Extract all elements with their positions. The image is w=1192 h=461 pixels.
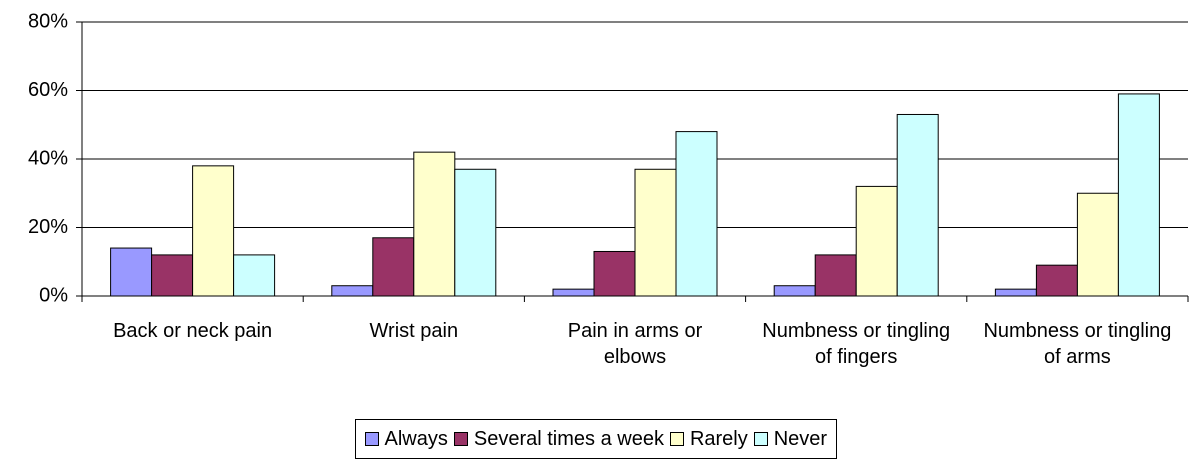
bar [454,168,497,297]
legend-item: Always [364,427,448,451]
y-tick-label: 80% [28,10,68,32]
bar [593,250,636,297]
legend: Always Several times a week Rarely Never [354,419,838,459]
x-tick-label: Numbness or tingling of fingers [762,320,951,368]
bar [896,113,939,297]
x-tick-label: Pain in arms or elbows [567,320,703,368]
bar [372,237,415,297]
legend-item: Never [753,427,828,451]
bar [413,151,456,297]
bar [814,254,857,297]
y-tick-label: 60% [28,79,68,101]
bar [233,254,276,297]
x-tick-label: Numbness or tingling of arms [983,320,1172,368]
legend-label: Never [773,427,828,450]
bar [634,168,677,297]
legend-swatch [453,432,468,446]
legend-label: Rarely [689,427,748,450]
y-tick-label: 20% [28,216,68,238]
bar [192,165,235,297]
bar [773,285,816,297]
y-tick-label: 0% [39,284,68,306]
y-tick-label: 40% [28,147,68,169]
legend-item: Rarely [669,427,748,451]
bar [1076,192,1119,297]
legend-swatch [753,432,768,446]
legend-swatch [364,432,379,446]
bar [110,247,153,297]
bar [151,254,194,297]
legend-swatch [669,432,684,446]
bar [994,288,1037,297]
bar [855,185,898,297]
bar [1117,93,1160,297]
bar [1035,264,1078,297]
legend-label: Always [384,427,448,450]
x-tick-label: Back or neck pain [113,320,273,342]
bar [552,288,595,297]
x-tick-label: Wrist pain [369,320,459,342]
legend-label: Several times a week [473,427,664,450]
bar [331,285,374,297]
legend-item: Several times a week [453,427,664,451]
bar [675,131,718,297]
